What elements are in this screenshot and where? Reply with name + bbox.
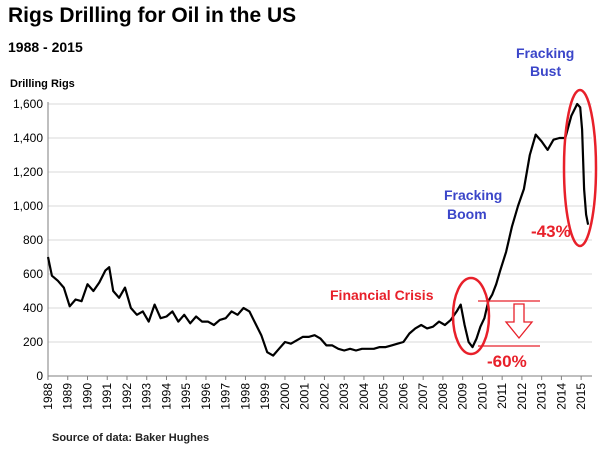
x-tick-label: 1990 — [80, 383, 94, 410]
x-tick-label: 2001 — [298, 383, 312, 410]
x-tick-label: 2006 — [396, 383, 410, 410]
x-tick-label: 2010 — [475, 383, 489, 410]
gridlines — [48, 103, 592, 343]
fracking-boom-label-1: Fracking — [444, 187, 502, 203]
x-tick-label: 2014 — [554, 383, 568, 410]
x-tick-label: 2008 — [436, 383, 450, 410]
x-tick-label: 1996 — [199, 383, 213, 410]
y-tick-label: 1,000 — [13, 199, 43, 213]
fracking-boom-label-2: Boom — [447, 206, 487, 222]
x-tick-label: 2004 — [357, 383, 371, 410]
x-tick-labels: 1988 1989 1990 1991 1992 1993 1994 1995 1996 1997… — [41, 383, 588, 410]
bust-ellipse — [562, 88, 598, 248]
x-tick-label: 2003 — [337, 383, 351, 410]
crisis-ellipse — [451, 276, 491, 356]
y-tick-label: 0 — [36, 369, 43, 383]
x-tick-label: 2012 — [515, 383, 529, 410]
fracking-bust-label-1: Fracking — [516, 45, 574, 61]
x-tick-label: 1997 — [219, 383, 233, 410]
x-tick-label: 2009 — [456, 383, 470, 410]
y-tick-label: 600 — [23, 267, 43, 281]
chart-title: Rigs Drilling for Oil in the US — [8, 4, 297, 27]
x-tick-label: 1988 — [41, 383, 55, 410]
x-tick-label: 1991 — [100, 383, 114, 410]
y-tick-label: 1,600 — [13, 97, 43, 111]
y-tick-label: 1,400 — [13, 131, 43, 145]
y-tick-label: 200 — [23, 335, 43, 349]
series-line-0 — [46, 102, 590, 357]
source-note: Source of data: Baker Hughes — [52, 432, 210, 444]
y-tick-label: 400 — [23, 301, 43, 315]
x-tick-label: 1999 — [258, 383, 272, 410]
drop-43-label: -43% — [531, 222, 571, 241]
x-tick-label: 1992 — [120, 383, 134, 410]
x-tick-label: 2011 — [495, 383, 509, 409]
x-tick-label: 2005 — [377, 383, 391, 410]
chart-subtitle: 1988 - 2015 — [8, 39, 83, 55]
x-tick-label: 2000 — [278, 383, 292, 410]
x-tick-label: 1994 — [159, 383, 173, 410]
y-tick-labels: 0 200 400 600 800 1,000 1,200 1,400 1,600 — [13, 97, 43, 383]
drop-60-label: -60% — [487, 352, 527, 371]
series-lines — [46, 102, 590, 357]
annotations: Fracking Bust Fracking Boom Financial Cr… — [330, 45, 598, 371]
y-axis-label: Drilling Rigs — [10, 78, 75, 90]
x-tick-label: 1995 — [179, 383, 193, 410]
x-tick-label: 1993 — [140, 383, 154, 410]
x-tick-label: 2007 — [416, 383, 430, 410]
x-tick-label: 1989 — [61, 383, 75, 410]
axes — [47, 102, 592, 380]
y-tick-label: 1,200 — [13, 165, 43, 179]
fracking-bust-label-2: Bust — [530, 63, 561, 79]
x-tick-label: 2013 — [535, 383, 549, 410]
x-tick-label: 2002 — [317, 383, 331, 410]
x-tick-label: 1998 — [238, 383, 252, 410]
y-tick-label: 800 — [23, 233, 43, 247]
financial-crisis-label: Financial Crisis — [330, 287, 434, 303]
down-arrow-icon — [504, 303, 534, 340]
x-tick-label: 2015 — [574, 383, 588, 410]
